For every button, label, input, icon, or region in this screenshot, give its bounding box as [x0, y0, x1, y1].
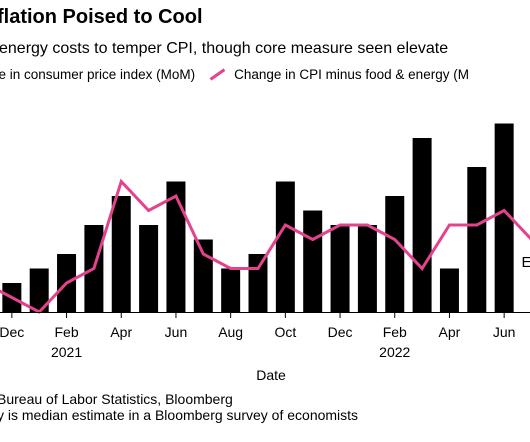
- cpi-bar: [412, 138, 432, 312]
- legend-label-headline-cpi: ge in consumer price index (MoM): [0, 67, 196, 82]
- cpi-bar: [193, 239, 213, 312]
- cpi-bar: [494, 123, 514, 312]
- x-year-label: 2021: [51, 344, 82, 360]
- legend-item-core-cpi: Change in CPI minus food & energy (M: [195, 67, 469, 82]
- cpi-bar: [139, 225, 159, 312]
- cpi-bar: [357, 225, 377, 312]
- chart-legend: ge in consumer price index (MoM) Change …: [0, 67, 469, 82]
- x-tick-label: Feb: [383, 324, 407, 340]
- x-tick-label: Dec: [328, 324, 353, 340]
- x-tick-label: Aug: [218, 324, 243, 340]
- cpi-bar: [385, 196, 405, 312]
- x-axis-title: Date: [256, 367, 286, 383]
- cpi-bar: [439, 268, 459, 312]
- x-tick-label: Dec: [0, 324, 24, 340]
- x-tick-label: Feb: [54, 324, 78, 340]
- bars-layer: [2, 123, 514, 312]
- cpi-bar: [248, 254, 268, 312]
- x-tick-label: Jun: [165, 324, 188, 340]
- cpi-bar: [29, 268, 49, 312]
- estimate-label: Est: [522, 254, 530, 271]
- estimate-label-background: [519, 250, 530, 270]
- estimate-note: y is median estimate in a Bloomberg surv…: [0, 407, 359, 423]
- chart-title: flation Poised to Cool: [0, 6, 203, 28]
- chart-subtitle: energy costs to temper CPI, though core …: [0, 40, 449, 57]
- cpi-bar: [275, 181, 295, 312]
- cpi-bar: [467, 167, 487, 312]
- cpi-bar: [111, 196, 131, 312]
- legend-label-core-cpi: Change in CPI minus food & energy (M: [234, 67, 469, 82]
- x-tick-label: Apr: [439, 324, 461, 340]
- cpi-bar: [166, 181, 186, 312]
- source-note: Bureau of Labor Statistics, Bloomberg: [0, 391, 233, 407]
- x-axis: Dec Feb 2021 Apr Jun Aug Oct Dec Feb 2022 Apr Jun Da…: [0, 312, 530, 383]
- annotation-layer: Est: [519, 250, 530, 271]
- cpi-bar: [303, 210, 323, 312]
- core-cpi-line: [0, 178, 530, 314]
- line-layer: [0, 178, 530, 314]
- legend-item-headline-cpi: ge in consumer price index (MoM): [0, 67, 195, 82]
- cpi-bar: [330, 225, 350, 312]
- x-tick-label: Jun: [493, 324, 516, 340]
- x-tick-label: Apr: [110, 324, 132, 340]
- x-tick-label: Oct: [274, 324, 296, 340]
- x-year-label: 2022: [379, 344, 410, 360]
- cpi-bar: [221, 268, 241, 312]
